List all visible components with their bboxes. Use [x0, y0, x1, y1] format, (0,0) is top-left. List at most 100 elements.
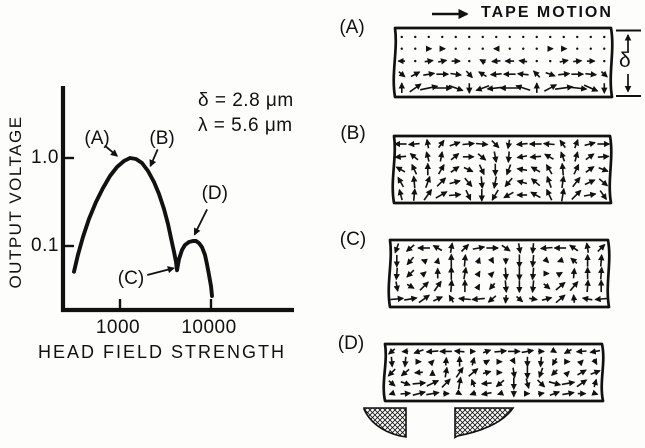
magnetization-dot [468, 35, 471, 39]
magnetization-arrow [559, 187, 567, 202]
magnetization-arrow [478, 164, 485, 176]
magnetization-arrow [397, 176, 405, 188]
response-curve [72, 156, 214, 298]
magnetization-arrow [549, 346, 558, 354]
magnetization-arrow [583, 191, 597, 199]
magnetization-arrow [469, 389, 477, 396]
magnetization-arrow [462, 140, 476, 148]
panel-label-c: (C) [339, 229, 367, 250]
magnetization-arrow [432, 244, 443, 252]
magnetization-arrow [411, 175, 418, 189]
magnetization-arrow [492, 151, 499, 164]
magnetization-dot [603, 47, 606, 50]
magnetization-arrow [562, 390, 575, 397]
magnetization-arrow [450, 166, 460, 173]
magnetization-arrow [555, 271, 563, 278]
magnetization-arrow [573, 163, 580, 175]
param-delta: δ = 2.8 μm [198, 90, 294, 111]
magnetization-arrow [573, 58, 583, 65]
annotation-arrow-(A) [104, 144, 119, 157]
magnetization-arrow [412, 380, 427, 387]
magnetization-arrow [538, 367, 545, 379]
magnetization-arrow [465, 70, 473, 79]
magnetization-arrow [516, 153, 528, 160]
magnetization-arrow [420, 258, 428, 265]
magnetization-arrow [502, 295, 510, 304]
magnetization-arrow [503, 191, 514, 199]
magnetization-arrow [456, 376, 463, 390]
magnetization-arrow [598, 166, 609, 173]
magnetization-arrow [400, 390, 412, 397]
magnetization-arrow [559, 58, 569, 65]
magnetization-arrow [524, 378, 531, 390]
magnetization-arrow [570, 294, 578, 303]
magnetization-arrow [502, 267, 510, 281]
magnetization-arrow [460, 243, 470, 253]
magnetization-arrow [465, 189, 472, 201]
magnetization-arrow [425, 348, 439, 355]
magnetization-arrow [407, 140, 420, 148]
magnetization-arrow [505, 139, 513, 150]
magnetization-arrow [482, 348, 492, 355]
magnetization-arrow [561, 379, 576, 387]
delta-symbol: δ [619, 49, 631, 72]
magnetization-dot [549, 35, 552, 39]
magnetization-arrow [448, 294, 455, 303]
magnetization-arrow [394, 243, 401, 254]
magnetization-arrow [433, 257, 441, 265]
magnetization-arrow [491, 189, 499, 201]
magnetization-arrow [412, 390, 427, 397]
magnetization-arrow [478, 71, 487, 78]
magnetization-arrow [461, 253, 469, 267]
magnetization-dot [522, 35, 525, 39]
magnetization-arrow [420, 84, 439, 91]
magnetization-arrow [409, 153, 419, 161]
magnetization-arrow [474, 283, 481, 291]
magnetization-arrow [536, 379, 546, 388]
magnetization-arrow [548, 380, 562, 387]
magnetization-arrow [544, 153, 554, 160]
magnetization-arrow [516, 71, 529, 78]
magnetization-arrow [450, 71, 463, 78]
magnetization-arrow [516, 179, 528, 186]
magnetization-arrow [463, 166, 474, 173]
magnetization-arrow [591, 389, 599, 396]
chart-axes [60, 86, 294, 313]
magnetization-arrow [505, 151, 512, 164]
magnetization-arrow [543, 282, 551, 290]
magnetization-arrow [529, 267, 537, 281]
magnetization-arrow [393, 281, 400, 293]
magnetization-arrow [584, 140, 596, 148]
panel-label-a: (A) [339, 17, 365, 38]
tape-panels-canvas [382, 26, 614, 403]
magnetization-arrow [411, 163, 418, 175]
magnetization-arrow [438, 150, 445, 162]
magnetization-arrow [599, 190, 607, 201]
magnetization-arrow [576, 359, 584, 367]
magnetization-arrow [475, 140, 489, 148]
magnetization-arrow [492, 176, 499, 190]
magnetization-arrow [572, 176, 581, 188]
magnetization-arrow [537, 356, 545, 368]
magnetization-arrow [543, 84, 558, 92]
magnetization-arrow [468, 368, 479, 377]
magnetization-arrow [530, 191, 541, 199]
magnetization-dot [495, 35, 498, 39]
magnetization-arrow [411, 188, 418, 201]
magnetization-arrow [474, 256, 481, 265]
magnetization-arrow [515, 84, 531, 92]
magnetization-arrow [423, 188, 433, 201]
magnetization-arrow [501, 244, 511, 252]
magnetization-arrow [438, 58, 448, 65]
magnetization-arrow [413, 369, 423, 376]
magnetization-arrow [537, 390, 545, 398]
magnetization-arrow [405, 244, 415, 252]
magnetization-arrow [418, 294, 431, 304]
magnetization-arrow [584, 279, 591, 293]
chart-annotation-label: (A) [84, 128, 110, 150]
magnetization-arrow [474, 270, 481, 278]
magnetization-dot [535, 47, 538, 50]
magnetization-arrow [529, 243, 537, 254]
magnetization-arrow [516, 166, 528, 173]
magnetization-arrow [410, 71, 421, 78]
